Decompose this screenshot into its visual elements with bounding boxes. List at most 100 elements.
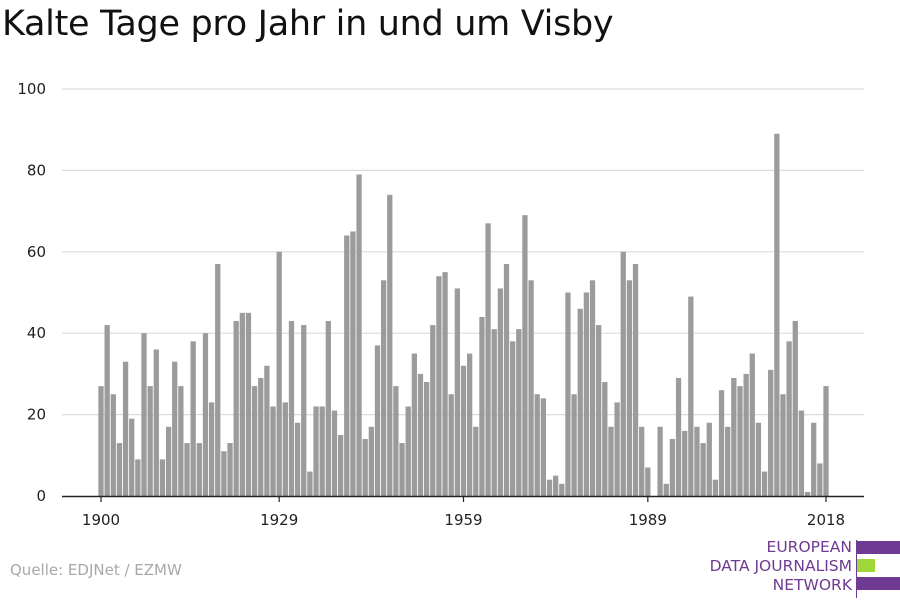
bar-1940 <box>344 235 350 496</box>
logo-bar-purple-bottom <box>857 577 900 590</box>
bar-2006 <box>749 353 755 496</box>
bar-1964 <box>491 329 497 496</box>
bar-1976 <box>565 292 571 496</box>
bar-1907 <box>141 333 147 496</box>
bar-1977 <box>571 394 577 496</box>
bar-1916 <box>196 443 202 496</box>
bar-1972 <box>540 398 547 496</box>
bar-1980 <box>589 280 596 496</box>
bar-1947 <box>387 194 393 496</box>
bar-1959 <box>460 365 467 496</box>
y-tick-label-0: 0 <box>36 487 46 505</box>
bar-1993 <box>669 439 676 496</box>
bar-2003 <box>731 377 737 496</box>
bar-1917 <box>202 333 209 496</box>
bar-1930 <box>282 402 288 496</box>
logo-line-3: NETWORK <box>772 576 852 594</box>
bar-2009 <box>768 369 774 496</box>
bar-1945 <box>374 345 381 496</box>
bar-1943 <box>362 439 368 496</box>
bar-2012 <box>786 341 792 496</box>
logo-line-2: DATA JOURNALISM <box>709 557 852 575</box>
bar-1982 <box>602 382 608 496</box>
bar-1996 <box>688 296 694 496</box>
y-tick-labels: 0 20 40 60 80 100 <box>17 80 46 505</box>
bar-1987 <box>632 264 639 496</box>
bar-series <box>98 133 829 497</box>
bar-1910 <box>159 459 166 496</box>
bar-1962 <box>479 316 485 496</box>
source-note: Quelle: EDJNet / EZMW <box>10 561 182 579</box>
y-tick-label-80: 80 <box>27 161 46 179</box>
bar-1926 <box>258 377 264 496</box>
bar-1995 <box>682 430 688 496</box>
bar-1923 <box>239 312 245 496</box>
bar-1953 <box>423 382 430 496</box>
bar-2008 <box>761 471 768 496</box>
y-tick-label-40: 40 <box>27 324 46 342</box>
bar-1948 <box>393 386 399 496</box>
bar-1929 <box>276 251 282 496</box>
bar-1903 <box>116 443 123 496</box>
bar-1954 <box>430 325 436 496</box>
y-tick-label-60: 60 <box>27 243 46 261</box>
bar-1997 <box>694 426 700 496</box>
edjnet-logo: EUROPEAN DATA JOURNALISM NETWORK <box>690 536 900 598</box>
bar-1971 <box>534 394 540 496</box>
bar-1957 <box>448 394 454 496</box>
bar-1942 <box>356 174 362 496</box>
bar-1994 <box>675 377 682 496</box>
bar-1985 <box>620 251 626 496</box>
logo-bar-green <box>857 559 875 572</box>
bar-1924 <box>245 312 252 496</box>
bar-1970 <box>528 280 534 496</box>
x-tick-label-1989: 1989 <box>629 511 667 529</box>
bar-1944 <box>368 426 374 496</box>
bar-1913 <box>178 386 184 496</box>
x-tick-label-1900: 1900 <box>82 511 120 529</box>
bar-2016 <box>811 422 817 496</box>
bar-1928 <box>270 406 276 496</box>
bar-1946 <box>380 280 387 496</box>
bar-1978 <box>577 308 583 496</box>
bar-1922 <box>233 320 239 496</box>
bar-1937 <box>325 320 331 496</box>
bar-1912 <box>172 361 178 496</box>
bar-1909 <box>153 349 159 496</box>
bar-2005 <box>743 373 749 496</box>
bar-1974 <box>553 475 559 496</box>
bar-1915 <box>190 341 196 496</box>
bar-1925 <box>251 386 258 496</box>
bar-1921 <box>227 443 233 496</box>
bar-1968 <box>516 329 522 496</box>
bar-1984 <box>614 402 620 496</box>
bar-1983 <box>608 426 614 496</box>
bar-1941 <box>350 231 356 496</box>
bar-1967 <box>510 341 516 496</box>
bar-2011 <box>780 394 786 496</box>
bar-1989 <box>645 467 651 496</box>
bar-2010 <box>774 133 780 496</box>
bar-1998 <box>700 443 706 496</box>
bar-1908 <box>147 386 153 496</box>
bar-1931 <box>288 320 295 496</box>
y-tick-label-20: 20 <box>27 406 46 424</box>
bar-1938 <box>331 410 338 496</box>
bar-1961 <box>473 426 479 496</box>
bar-2002 <box>725 426 731 496</box>
bar-1956 <box>442 272 448 496</box>
bar-1911 <box>165 426 172 496</box>
bar-1900 <box>98 386 104 496</box>
bar-1902 <box>110 394 116 496</box>
chart-title: Kalte Tage pro Jahr in und um Visby <box>2 4 614 44</box>
bar-1958 <box>454 288 460 496</box>
bar-2018 <box>823 386 829 496</box>
bar-1969 <box>522 215 528 497</box>
bar-1934 <box>307 471 313 496</box>
bar-1904 <box>122 361 129 496</box>
bar-1979 <box>583 292 590 496</box>
y-tick-label-100: 100 <box>17 80 46 98</box>
bar-1952 <box>417 373 424 496</box>
x-tick-label-1959: 1959 <box>444 511 482 529</box>
bar-1981 <box>596 325 602 496</box>
